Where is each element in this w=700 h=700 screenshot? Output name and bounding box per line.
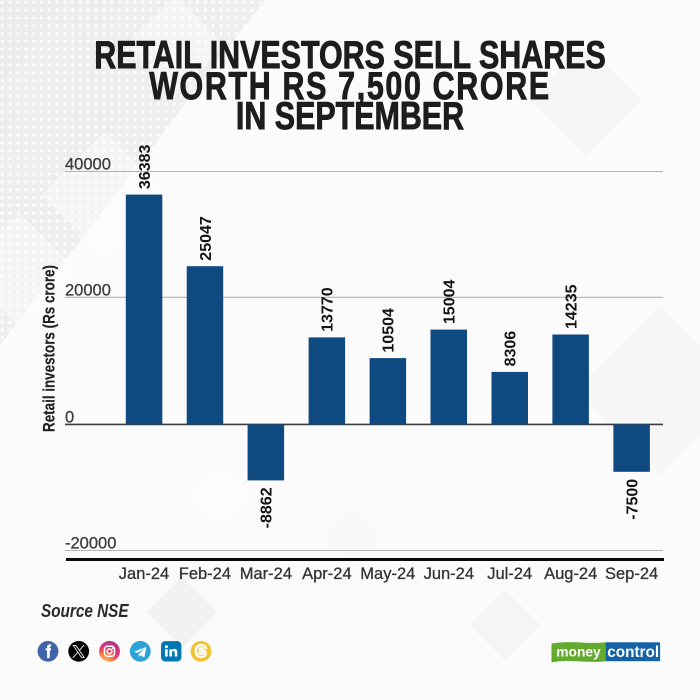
svg-text:13770: 13770 xyxy=(320,287,337,332)
svg-text:-7500: -7500 xyxy=(624,479,641,520)
svg-text:10504: 10504 xyxy=(381,308,398,353)
svg-text:14235: 14235 xyxy=(564,284,581,329)
svg-text:Jun-24: Jun-24 xyxy=(424,565,474,583)
svg-text:40000: 40000 xyxy=(65,156,111,174)
svg-text:control: control xyxy=(607,644,659,661)
svg-text:May-24: May-24 xyxy=(360,565,415,583)
svg-text:Apr-24: Apr-24 xyxy=(302,565,352,583)
svg-text:Sep-24: Sep-24 xyxy=(605,565,658,583)
svg-text:8306: 8306 xyxy=(503,331,520,367)
svg-text:Jul-24: Jul-24 xyxy=(487,565,532,583)
svg-text:Mar-24: Mar-24 xyxy=(240,565,292,583)
svg-text:0: 0 xyxy=(65,408,74,426)
svg-text:-20000: -20000 xyxy=(65,535,116,553)
svg-text:money: money xyxy=(556,644,601,659)
svg-text:Retail investors (Rs crore): Retail investors (Rs crore) xyxy=(40,265,59,432)
svg-text:25047: 25047 xyxy=(198,216,215,261)
svg-text:15004: 15004 xyxy=(442,280,459,325)
svg-text:36383: 36383 xyxy=(137,145,154,190)
svg-text:Jan-24: Jan-24 xyxy=(119,565,169,583)
svg-text:20000: 20000 xyxy=(65,281,111,299)
svg-text:Feb-24: Feb-24 xyxy=(179,565,231,583)
svg-text:-8862: -8862 xyxy=(259,487,276,528)
svg-text:Aug-24: Aug-24 xyxy=(544,565,597,583)
